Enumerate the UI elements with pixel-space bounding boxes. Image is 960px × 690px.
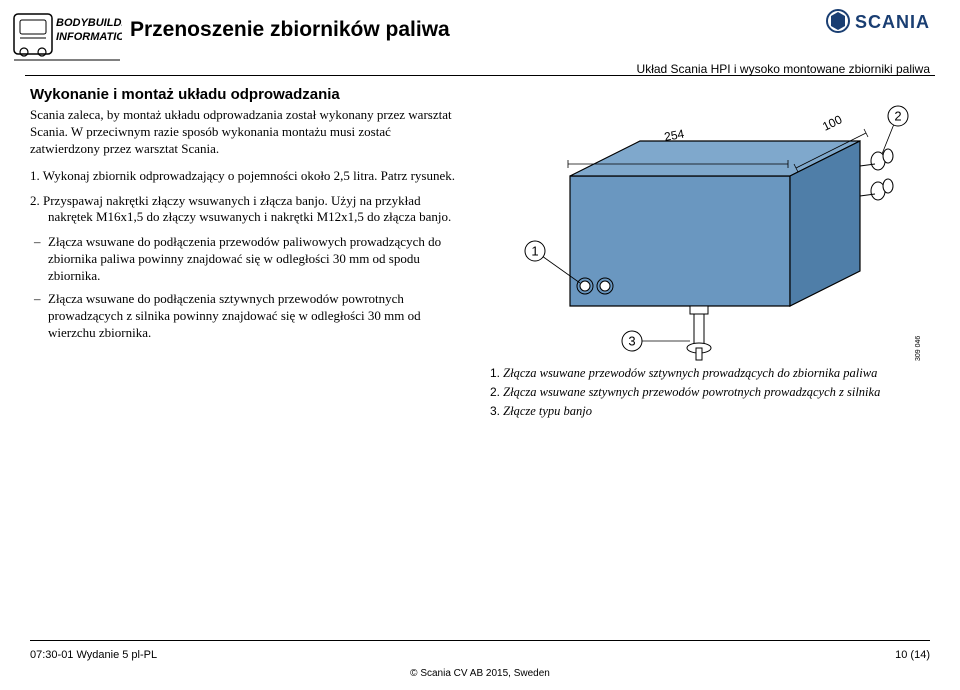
footer-center-text: Scania CV AB 2015, Sweden	[420, 668, 550, 679]
legend-text-3: Złącze typu banjo	[503, 404, 592, 418]
legend-item-2: 2. Złącza wsuwane sztywnych przewodów po…	[490, 385, 930, 400]
legend-num-3: 3.	[490, 404, 500, 418]
bodybuilding-badge: BODYBUILDING INFORMATION	[12, 8, 122, 63]
brand-text: SCANIA	[855, 12, 930, 32]
page-header: BODYBUILDING INFORMATION Przenoszenie zb…	[0, 0, 960, 75]
scania-logo: SCANIA	[825, 8, 930, 38]
figure-id: 309 046	[915, 336, 922, 361]
dash-item-2: Złącza wsuwane do podłączenia sztywnych …	[48, 291, 460, 342]
footer-right: 10 (14)	[895, 649, 930, 661]
callout-1: 1	[531, 244, 538, 259]
badge-line2: INFORMATION	[56, 31, 122, 43]
footer-center: © Scania CV AB 2015, Sweden	[0, 668, 960, 679]
callout-3: 3	[628, 334, 635, 349]
legend-item-3: 3. Złącze typu banjo	[490, 404, 930, 419]
footer-left: 07:30-01 Wydanie 5 pl-PL	[30, 649, 157, 661]
dim-width: 100	[820, 112, 844, 134]
tank-diagram: 254 100	[490, 86, 930, 366]
dash-list: Złącza wsuwane do podłączenia przewodów …	[30, 234, 460, 341]
section-heading: Wykonanie i montaż układu odprowadzania	[30, 86, 460, 103]
intro-paragraph: Scania zaleca, by montaż układu odprowad…	[30, 107, 460, 158]
left-column: Wykonanie i montaż układu odprowadzania …	[30, 86, 460, 423]
legend-num-2: 2.	[490, 385, 500, 399]
right-column: 254 100	[490, 86, 930, 423]
context-subtitle: Układ Scania HPI i wysoko montowane zbio…	[637, 62, 930, 76]
callout-2: 2	[894, 109, 901, 124]
step-2: 2. Przyspawaj nakrętki złączy wsuwanych …	[30, 193, 460, 227]
page-title: Przenoszenie zbiorników paliwa	[130, 18, 450, 42]
step-1: 1. Wykonaj zbiornik odprowadzający o poj…	[30, 168, 460, 185]
copyright-symbol: ©	[410, 668, 417, 679]
page-footer: 07:30-01 Wydanie 5 pl-PL 10 (14) © Scani…	[0, 640, 960, 690]
dash-item-1: Złącza wsuwane do podłączenia przewodów …	[48, 234, 460, 285]
content-area: Wykonanie i montaż układu odprowadzania …	[0, 76, 960, 423]
badge-line1: BODYBUILDING	[56, 17, 122, 29]
legend-text-2: Złącza wsuwane sztywnych przewodów powro…	[503, 385, 880, 399]
